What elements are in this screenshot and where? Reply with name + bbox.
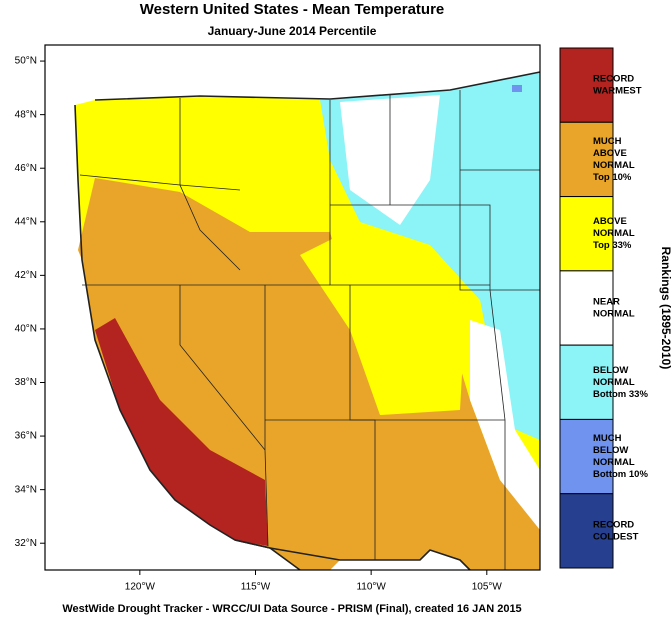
lat-tick-label: 44°N xyxy=(15,216,37,227)
map-frame xyxy=(44,44,541,571)
region-much-below xyxy=(512,85,522,92)
legend-label: RECORD xyxy=(593,74,634,85)
lat-tick-label: 40°N xyxy=(15,324,37,335)
legend-label: ABOVE xyxy=(593,216,627,227)
legend-label: NEAR xyxy=(593,297,620,308)
legend-label: MUCH xyxy=(593,136,622,147)
lat-tick-label: 36°N xyxy=(15,431,37,442)
lon-tick-label: 110°W xyxy=(356,582,386,593)
legend-swatch xyxy=(559,47,614,123)
legend-label: Bottom 10% xyxy=(593,469,648,480)
legend-swatch xyxy=(559,418,614,495)
legend-label: NORMAL xyxy=(593,160,635,171)
lat-tick-label: 42°N xyxy=(15,270,37,281)
lat-tick-label: 48°N xyxy=(15,109,37,120)
region-above-normal xyxy=(300,205,465,415)
subtitle: January-June 2014 Percentile xyxy=(208,24,377,38)
lat-tick-label: 46°N xyxy=(15,163,37,174)
legend-label: NORMAL xyxy=(593,309,635,320)
legend-label: Bottom 33% xyxy=(593,389,648,400)
legend-label: BELOW xyxy=(593,445,628,456)
legend-label: NORMAL xyxy=(593,377,635,388)
lat-tick-label: 34°N xyxy=(15,484,37,495)
region-record-warmest xyxy=(95,318,268,546)
lon-tick-label: 120°W xyxy=(125,582,156,593)
legend-swatch xyxy=(559,196,614,272)
legend-title: Rankings (1895-2010) xyxy=(659,247,672,370)
title: Western United States - Mean Temperature xyxy=(140,1,445,18)
legend-swatch xyxy=(559,344,614,420)
lat-tick-label: 50°N xyxy=(15,56,37,67)
legend-label: MUCH xyxy=(593,433,622,444)
legend-label: Top 33% xyxy=(593,240,632,251)
legend-label: NORMAL xyxy=(593,457,635,468)
lat-tick-label: 32°N xyxy=(15,538,37,549)
legend-label: RECORD xyxy=(593,519,634,530)
legend-swatch xyxy=(559,121,614,198)
map xyxy=(44,44,541,571)
legend-swatch xyxy=(559,493,614,569)
lon-tick-label: 115°W xyxy=(241,582,271,593)
lon-tick-label: 105°W xyxy=(472,582,503,593)
state-borders xyxy=(74,71,541,571)
legend-label: COLDEST xyxy=(593,531,639,542)
lat-tick-label: 38°N xyxy=(15,377,37,388)
legend-label: NORMAL xyxy=(593,228,635,239)
legend-label: WARMEST xyxy=(593,86,642,97)
legend-label: ABOVE xyxy=(593,148,627,159)
footer: WestWide Drought Tracker - WRCC/UI Data … xyxy=(62,603,521,615)
legend-label: BELOW xyxy=(593,365,628,376)
legend-label: Top 10% xyxy=(593,172,632,183)
